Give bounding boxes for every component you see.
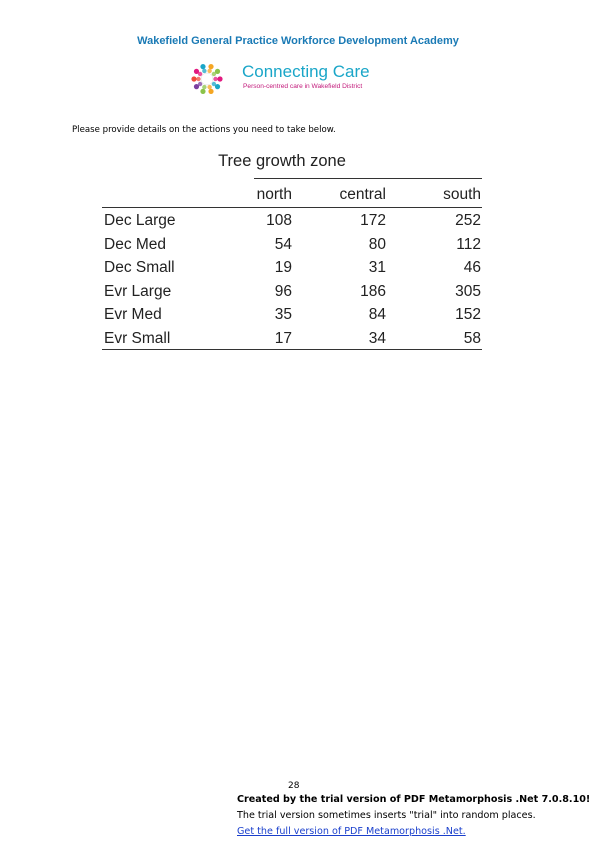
column-header-central: central: [339, 186, 386, 203]
header-rule: [102, 207, 482, 208]
table-cell: 46: [463, 259, 481, 277]
emblem-figure: [208, 88, 214, 94]
column-header-south: south: [443, 186, 481, 203]
table-cell: 58: [463, 330, 481, 347]
emblem-figure: [193, 84, 200, 90]
table-cell: 31: [368, 259, 386, 277]
full-version-link[interactable]: Get the full version of PDF Metamorphosi…: [237, 826, 466, 837]
emblem-figure-body: [196, 76, 201, 82]
logo-name: Connecting Care: [242, 62, 370, 81]
emblem-figure: [191, 76, 197, 82]
column-header-north: north: [256, 186, 292, 203]
connecting-care-logo: Connecting Care Person-centred care in W…: [186, 56, 401, 102]
row-label: Evr Med: [104, 306, 162, 324]
table-cell: 19: [274, 259, 292, 277]
emblem-figure: [193, 68, 200, 74]
emblem-figure-body: [197, 81, 203, 87]
emblem-figure: [208, 64, 214, 70]
row-label: Dec Med: [104, 235, 167, 253]
trial-notice-line-2: The trial version sometimes inserts "tri…: [237, 810, 536, 821]
row-label: Evr Large: [104, 282, 172, 300]
emblem-figure: [200, 88, 206, 94]
emblem-figure-body: [211, 81, 217, 87]
instruction-text: Please provide details on the actions yo…: [72, 125, 336, 135]
emblem-figure-body: [207, 84, 212, 90]
table-cell: 172: [360, 212, 386, 229]
table-cell: 54: [274, 235, 292, 253]
row-label: Dec Large: [104, 212, 176, 229]
connecting-care-emblem-icon: [191, 64, 223, 94]
table-cell: 152: [455, 306, 481, 324]
emblem-figure-body: [197, 71, 203, 77]
page-header-title: Wakefield General Practice Workforce Dev…: [137, 35, 459, 47]
trial-notice: Created by the trial version of PDF Meta…: [237, 792, 590, 840]
bottom-rule: [102, 349, 482, 350]
emblem-figure: [200, 64, 206, 70]
emblem-figure-body: [211, 71, 217, 77]
table-cell: 186: [360, 282, 386, 300]
table-cell: 252: [455, 212, 481, 229]
emblem-figure-body: [213, 76, 218, 82]
table-cell: 108: [266, 212, 292, 229]
table-cell: 34: [368, 330, 386, 347]
emblem-figure-body: [202, 84, 207, 90]
table-cell: 96: [274, 282, 292, 300]
emblem-figure-body: [202, 68, 207, 74]
row-label: Evr Small: [104, 330, 171, 347]
emblem-figure-body: [207, 68, 212, 74]
table-title: Tree growth zone: [218, 152, 346, 170]
table-cell: 112: [456, 235, 481, 253]
emblem-figure: [214, 68, 221, 74]
title-rule: [254, 178, 482, 179]
page-number: 28: [288, 781, 300, 791]
trial-notice-line-1: Created by the trial version of PDF Meta…: [237, 794, 591, 805]
table-cell: 80: [368, 235, 386, 253]
row-label: Dec Small: [104, 259, 175, 277]
table-cell: 305: [455, 282, 481, 300]
table-cell: 84: [368, 306, 386, 324]
emblem-figure: [217, 76, 223, 82]
table-cell: 17: [274, 330, 292, 347]
table-cell: 35: [274, 306, 292, 324]
emblem-figure: [214, 84, 221, 90]
logo-tagline: Person-centred care in Wakefield Distric…: [243, 83, 363, 90]
